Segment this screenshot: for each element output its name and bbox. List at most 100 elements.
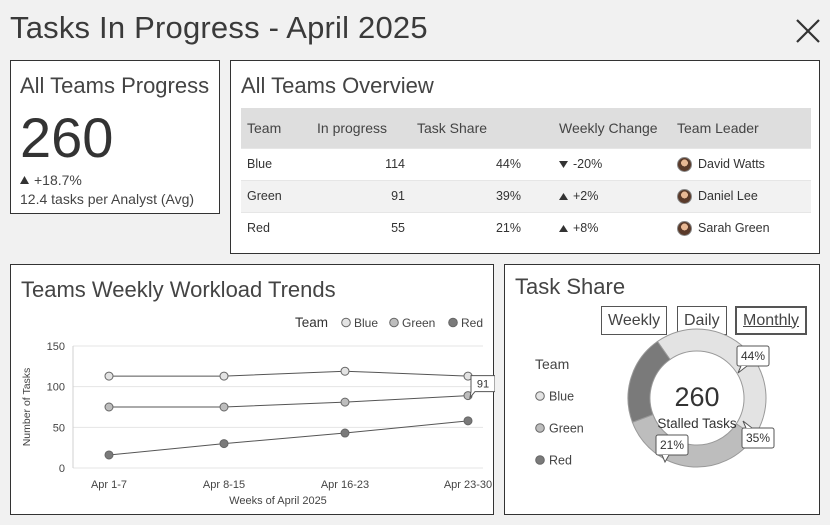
- legend-marker: [448, 317, 458, 328]
- cell-team-leader: Sarah Green: [671, 211, 811, 244]
- task-share-panel: Task Share Weekly Daily Monthly 44% 35% 21…: [504, 264, 820, 515]
- cell-team-leader: David Watts: [671, 147, 811, 180]
- trends-title: Teams Weekly Workload Trends: [21, 277, 336, 302]
- kpi-title: All Teams Progress: [20, 73, 210, 98]
- kpi-value: 260: [20, 106, 114, 169]
- monthly-button[interactable]: Monthly: [735, 306, 808, 335]
- slice-label-callout: 35%: [741, 420, 775, 449]
- series-line-green: [109, 395, 469, 408]
- legend-marker: [341, 317, 351, 328]
- close-icon: [796, 19, 820, 43]
- callout-tail: [742, 420, 753, 429]
- y-tick-label: 50: [53, 422, 65, 434]
- kpi-change-value: +18.7%: [34, 172, 82, 188]
- legend-marker: [535, 391, 545, 401]
- y-tick-label: 100: [47, 382, 65, 394]
- x-tick-label: Apr 8-15: [203, 479, 245, 491]
- series-line-red: [108, 420, 469, 456]
- cell-weekly-change: +2%: [531, 179, 671, 212]
- column-header-team[interactable]: Team: [241, 108, 311, 148]
- y-tick-label: 0: [59, 463, 65, 475]
- legend-label[interactable]: Blue: [354, 316, 378, 330]
- callout-box: [741, 427, 775, 449]
- kpi-change: +18.7%: [20, 172, 82, 188]
- leader-name: Sarah Green: [698, 221, 770, 236]
- x-axis-label: Weeks of April 2025: [229, 495, 327, 507]
- task-share-donut-chart: 44% 35% 21% 260 Stalled Tasks Team Blue Green Re…: [535, 328, 775, 468]
- cell-task-share: 44%: [411, 147, 531, 180]
- data-point-blue[interactable]: [340, 366, 350, 376]
- y-tick-label: 150: [47, 341, 65, 353]
- donut-center-value: 260: [674, 382, 719, 412]
- table-row[interactable]: Blue 114 44% -20% David Watts: [241, 147, 811, 180]
- slice-label: 21%: [660, 438, 684, 452]
- table-header-row: Team In progress Task Share Weekly Chang…: [241, 108, 811, 148]
- data-point-red[interactable]: [104, 450, 114, 460]
- kpi-panel: All Teams Progress 260 +18.7% 12.4 tasks…: [10, 60, 220, 214]
- cell-weekly-change: +8%: [531, 211, 671, 244]
- kpi-subtitle: 12.4 tasks per Analyst (Avg): [20, 191, 195, 207]
- triangle-down-icon: [559, 160, 568, 168]
- page-title: Tasks In Progress - April 2025: [10, 10, 428, 45]
- weekly-button[interactable]: Weekly: [601, 306, 668, 335]
- legend-title: Team: [535, 356, 569, 372]
- cell-task-share: 39%: [411, 179, 531, 212]
- cell-in-progress: 55: [311, 211, 411, 244]
- cell-team: Red: [241, 211, 311, 244]
- legend-label[interactable]: Green: [549, 422, 584, 436]
- series-line-blue: [109, 370, 469, 377]
- x-tick-label: Apr 1-7: [91, 479, 127, 491]
- slice-label-callout: 21%: [655, 434, 689, 464]
- cell-weekly-change: -20%: [531, 147, 671, 180]
- donut-slice-red[interactable]: [627, 340, 671, 423]
- data-point-red[interactable]: [463, 416, 473, 426]
- tooltip-box: [469, 375, 495, 400]
- cell-task-share: 21%: [411, 211, 531, 244]
- cell-team: Blue: [241, 147, 311, 180]
- data-point-blue[interactable]: [219, 371, 229, 381]
- overview-panel: All Teams Overview Team In progress Task…: [230, 60, 820, 254]
- legend-label[interactable]: Red: [461, 316, 483, 330]
- slice-label: 44%: [741, 349, 765, 363]
- table-row[interactable]: Green 91 39% +2% Daniel Lee: [241, 179, 811, 212]
- callout-box: [736, 345, 770, 367]
- data-point-blue[interactable]: [104, 371, 114, 381]
- callout-box: [655, 434, 689, 456]
- avatar: [677, 156, 692, 172]
- slice-label: 35%: [746, 431, 770, 445]
- donut-center-label: Stalled Tasks: [657, 416, 737, 431]
- legend-marker: [389, 317, 399, 328]
- cell-team-leader: Daniel Lee: [671, 179, 811, 212]
- data-point-green[interactable]: [219, 402, 229, 412]
- close-button[interactable]: [794, 17, 822, 45]
- column-header-task-share[interactable]: Task Share: [411, 108, 531, 148]
- data-point-red[interactable]: [340, 428, 350, 438]
- trends-panel: Teams Weekly Workload Trends 0 50 100 150 Ap…: [10, 264, 495, 515]
- legend-marker: [535, 423, 545, 433]
- column-header-team-leader[interactable]: Team Leader: [671, 108, 811, 148]
- legend-label[interactable]: Red: [549, 454, 572, 468]
- table-row[interactable]: Red 55 21% +8% Sarah Green: [241, 211, 811, 244]
- legend-title: Team: [295, 315, 328, 330]
- data-point-green[interactable]: [104, 402, 114, 412]
- column-header-in-progress[interactable]: In progress: [311, 108, 411, 148]
- legend-label[interactable]: Green: [402, 316, 435, 330]
- cell-team: Green: [241, 179, 311, 212]
- tooltip-value: 91: [477, 379, 489, 391]
- cell-in-progress: 114: [311, 147, 411, 180]
- avatar: [677, 220, 692, 236]
- workload-trend-chart: 0 50 100 150 Apr 1-7 Apr 8-15 Apr 16-23 Apr 23-…: [21, 315, 495, 507]
- triangle-up-icon: [20, 176, 29, 184]
- data-tooltip: 91: [469, 375, 495, 400]
- slice-label-callout: 44%: [736, 345, 770, 374]
- weekly-change-value: -20%: [573, 157, 603, 171]
- data-point-green[interactable]: [340, 397, 350, 407]
- cell-in-progress: 91: [311, 179, 411, 212]
- leader-name: David Watts: [698, 157, 765, 171]
- legend-label[interactable]: Blue: [549, 390, 574, 404]
- column-header-weekly-change[interactable]: Weekly Change: [531, 108, 671, 148]
- x-tick-label: Apr 16-23: [321, 479, 369, 491]
- x-tick-label: Apr 23-30: [444, 479, 492, 491]
- leader-name: Daniel Lee: [698, 189, 758, 203]
- data-point-red[interactable]: [219, 439, 229, 449]
